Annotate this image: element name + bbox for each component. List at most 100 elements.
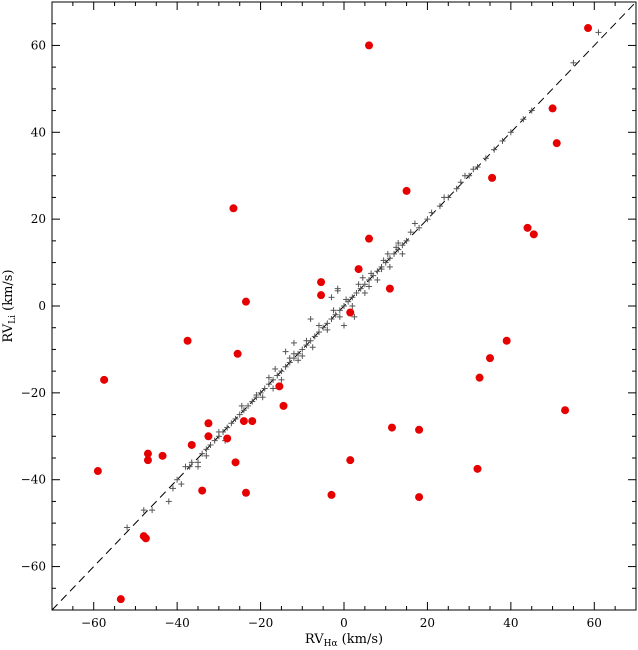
plus-point xyxy=(595,29,602,36)
circle-point xyxy=(365,41,374,50)
plus-point xyxy=(272,365,279,372)
circle-point xyxy=(223,434,232,443)
plus-point xyxy=(399,242,406,249)
circle-point xyxy=(248,417,257,426)
circle-point xyxy=(387,423,396,432)
circle-point xyxy=(116,595,125,604)
tick-marks xyxy=(51,1,637,611)
plus-point xyxy=(341,322,347,329)
plus-point xyxy=(482,155,489,162)
plus-point xyxy=(261,385,268,392)
y-tick-label: 40 xyxy=(31,125,46,139)
plus-point xyxy=(384,250,391,257)
plus-point xyxy=(361,289,368,296)
plus-point xyxy=(295,357,302,364)
plus-point xyxy=(374,268,381,275)
plus-point xyxy=(195,463,201,470)
plus-point xyxy=(416,224,423,231)
plus-point xyxy=(359,274,366,281)
x-tick-label: 60 xyxy=(587,616,602,630)
plus-point xyxy=(257,389,264,396)
plus-point xyxy=(265,381,272,388)
y-tick-label: −20 xyxy=(21,386,46,400)
plus-point xyxy=(290,350,297,357)
x-tick-label: 20 xyxy=(420,616,435,630)
plus-point xyxy=(290,339,297,346)
circle-point xyxy=(233,349,242,358)
plus-point xyxy=(380,257,387,264)
plus-point xyxy=(341,303,347,309)
y-axis-label: RVLi (km/s) xyxy=(1,269,18,342)
plus-point xyxy=(207,441,214,448)
circle-point xyxy=(317,291,326,300)
plus-point xyxy=(393,244,400,251)
plus-point xyxy=(149,507,156,514)
circle-point xyxy=(529,230,538,239)
circle-point xyxy=(317,278,326,287)
plus-point xyxy=(278,368,285,375)
plus-point xyxy=(386,255,393,262)
circle-point xyxy=(93,467,102,476)
plus-point xyxy=(366,283,373,290)
plus-point xyxy=(315,329,322,336)
plus-point xyxy=(428,209,435,216)
plus-point xyxy=(436,203,443,210)
x-tick-label: 0 xyxy=(340,616,348,630)
plus-point xyxy=(236,411,243,418)
plus-point xyxy=(351,313,358,320)
plus-point xyxy=(253,392,260,399)
plus-point xyxy=(470,166,477,173)
plus-point xyxy=(336,307,343,314)
plus-point xyxy=(528,107,535,114)
circle-point xyxy=(548,104,557,113)
plus-point xyxy=(424,216,431,223)
plus-point xyxy=(332,311,339,318)
plus-point xyxy=(378,266,385,273)
plus-point xyxy=(203,452,210,459)
circle-point xyxy=(486,354,494,363)
y-tick-label: −40 xyxy=(21,473,46,487)
plus-point xyxy=(349,303,356,309)
plus-point xyxy=(199,450,206,457)
plus-point xyxy=(357,285,364,292)
circle-point xyxy=(402,186,411,195)
circle-point xyxy=(187,440,196,449)
plus-point xyxy=(366,276,373,283)
y-tick-label: −60 xyxy=(21,560,46,574)
circle-point xyxy=(229,204,238,213)
circle-point xyxy=(158,451,167,460)
x-tick-label: −60 xyxy=(81,616,106,630)
plus-point xyxy=(249,398,256,405)
circle-point xyxy=(231,458,240,467)
plus-point xyxy=(274,372,281,379)
plus-point xyxy=(474,164,481,171)
plus-point xyxy=(386,263,393,270)
circle-point xyxy=(475,373,484,382)
plus-point xyxy=(188,459,195,466)
plus-point xyxy=(238,402,245,409)
plus-point xyxy=(520,116,527,123)
circle-point xyxy=(198,486,207,495)
tick-labels: −60 −40 −20 0 20 40 60 −60 −40 −20 0 20 40 60 xyxy=(21,38,602,630)
y-tick-label: 20 xyxy=(31,212,46,226)
plus-point xyxy=(324,326,331,333)
plus-point xyxy=(499,137,506,144)
y-tick-label: 0 xyxy=(38,299,46,313)
circle-point xyxy=(346,456,355,465)
plus-point xyxy=(282,348,289,355)
y-tick-label: 60 xyxy=(31,38,46,52)
circle-point xyxy=(354,265,363,274)
plus-point xyxy=(320,324,327,331)
plus-point xyxy=(299,346,306,353)
plus-point xyxy=(245,402,252,409)
plus-point xyxy=(165,498,172,505)
plus-point xyxy=(328,316,335,323)
plus-point xyxy=(232,415,239,422)
plus-point xyxy=(224,424,231,431)
plus-point xyxy=(507,129,514,136)
plus-point xyxy=(278,376,285,383)
circle-point xyxy=(141,534,150,543)
plus-point xyxy=(140,507,147,514)
plus-point xyxy=(286,355,293,362)
plus-point xyxy=(270,385,277,392)
